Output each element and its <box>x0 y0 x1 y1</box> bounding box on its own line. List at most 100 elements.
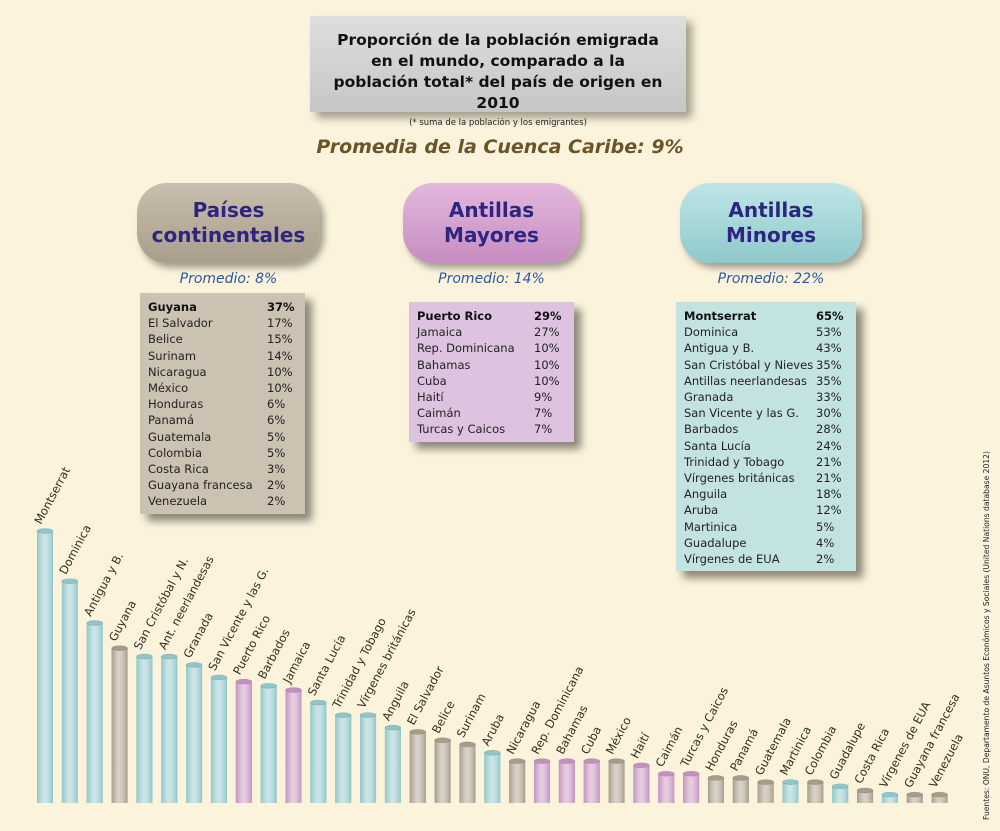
table-row: Guayana francesa 2% <box>140 477 305 493</box>
country-value: 30% <box>816 406 842 421</box>
bar <box>757 779 774 803</box>
country-value: 37% <box>267 300 295 314</box>
country-name: Vírgenes británicas <box>684 471 795 486</box>
bar <box>508 758 526 803</box>
bar <box>657 770 675 803</box>
table-row: Surinam 14% <box>140 348 305 364</box>
table-row: Granada 33% <box>676 389 856 405</box>
bar <box>310 699 327 803</box>
country-value: 17% <box>267 316 293 331</box>
country-name: Rep. Dominicana <box>417 341 515 356</box>
table-row: Honduras 6% <box>140 396 305 412</box>
bar-label: Guyana <box>106 598 139 644</box>
country-value: 65% <box>816 309 844 323</box>
country-value: 15% <box>267 332 293 347</box>
bar <box>260 683 277 803</box>
table-row: Martinica 5% <box>676 519 856 535</box>
group-header-menores: Antillas Minores <box>680 183 862 263</box>
bar <box>807 779 824 803</box>
country-value: 5% <box>267 429 286 444</box>
country-value: 18% <box>816 487 842 502</box>
country-name: Turcas y Caicos <box>417 422 506 437</box>
group-average-menores: Promedio: 22% <box>717 271 825 287</box>
table-row: México 10% <box>140 380 305 396</box>
country-name: Santa Lucía <box>684 438 751 453</box>
table-row: Anguila 18% <box>676 486 856 502</box>
bar <box>210 674 228 803</box>
group-average-mayores: Promedio: 14% <box>438 271 545 287</box>
table-row: Bahamas 10% <box>409 357 574 373</box>
country-value: 5% <box>816 519 835 534</box>
table-row: Antillas neerlandesas 35% <box>676 373 856 389</box>
country-value: 10% <box>534 357 560 372</box>
bar <box>384 724 402 803</box>
group-average-continentales: Promedio: 8% <box>179 271 278 287</box>
table-row: Jamaica 27% <box>409 324 574 340</box>
table-row: Turcas y Caicos 7% <box>409 421 574 437</box>
country-value: 27% <box>534 325 560 340</box>
country-value: 35% <box>816 357 842 372</box>
country-name: Dominica <box>684 325 739 340</box>
bar <box>61 578 79 803</box>
country-value: 43% <box>816 341 842 356</box>
table-row: Vírgenes británicas 21% <box>676 470 856 486</box>
country-name: Guatemala <box>148 429 212 444</box>
bar-label: Haití <box>628 730 653 761</box>
country-name: Cuba <box>417 373 447 388</box>
country-value: 33% <box>816 390 842 405</box>
bar <box>459 741 476 803</box>
country-value: 21% <box>816 454 842 469</box>
country-value: 6% <box>267 413 286 428</box>
country-value: 28% <box>816 422 842 437</box>
bar <box>682 770 700 803</box>
country-name: Guadalupe <box>684 535 747 550</box>
bar-label: Dominica <box>56 522 94 576</box>
chart-title: Proporción de la población emigrada en e… <box>333 31 663 112</box>
bar <box>782 779 799 803</box>
source-note: Fuentes: ONU, Departamento de Asuntos Ec… <box>982 451 991 820</box>
country-value: 21% <box>816 471 842 486</box>
bar <box>483 749 501 803</box>
country-name: Panamá <box>148 413 195 428</box>
country-value: 5% <box>267 445 286 460</box>
bar <box>608 758 625 803</box>
country-name: Antillas neerlandesas <box>684 373 808 388</box>
country-name: Honduras <box>148 397 204 412</box>
country-name: El Salvador <box>148 316 213 331</box>
bar <box>831 783 849 803</box>
bar <box>285 687 302 803</box>
bar <box>136 653 153 803</box>
country-name: Costa Rica <box>148 462 209 477</box>
country-value: 4% <box>816 535 835 550</box>
country-name: Puerto Rico <box>417 309 493 323</box>
table-continentales: Guyana 37% El Salvador 17% Belice 15% Surinam 1… <box>140 293 305 514</box>
table-row: Guyana 37% <box>140 299 305 315</box>
table-row: Colombia 5% <box>140 445 305 461</box>
table-row: Rep. Dominicana 10% <box>409 340 574 356</box>
table-row: Haití 9% <box>409 389 574 405</box>
country-name: Guyana <box>148 300 197 314</box>
country-name: San Vicente y las G. <box>684 406 799 421</box>
table-row: Dominica 53% <box>676 324 856 340</box>
country-value: 10% <box>534 341 560 356</box>
table-row: Costa Rica 3% <box>140 461 305 477</box>
bar-label: Cuba <box>578 724 604 757</box>
bar <box>111 645 128 803</box>
table-row: Barbados 28% <box>676 421 856 437</box>
bar <box>856 787 874 803</box>
overall-average: Promedia de la Cuenca Caribe: 9% <box>316 136 684 158</box>
country-name: Aruba <box>684 503 719 518</box>
bar <box>558 758 576 803</box>
country-name: Belice <box>148 332 183 347</box>
country-value: 7% <box>534 422 553 437</box>
country-value: 7% <box>534 406 553 421</box>
country-name: Barbados <box>684 422 739 437</box>
bar <box>235 678 253 803</box>
table-row: Cuba 10% <box>409 373 574 389</box>
bar <box>931 791 948 803</box>
bar-label: Montserrat <box>31 464 73 526</box>
table-row: Puerto Rico 29% <box>409 308 574 324</box>
table-row: Guadalupe 4% <box>676 535 856 551</box>
country-name: Guayana francesa <box>148 478 253 493</box>
